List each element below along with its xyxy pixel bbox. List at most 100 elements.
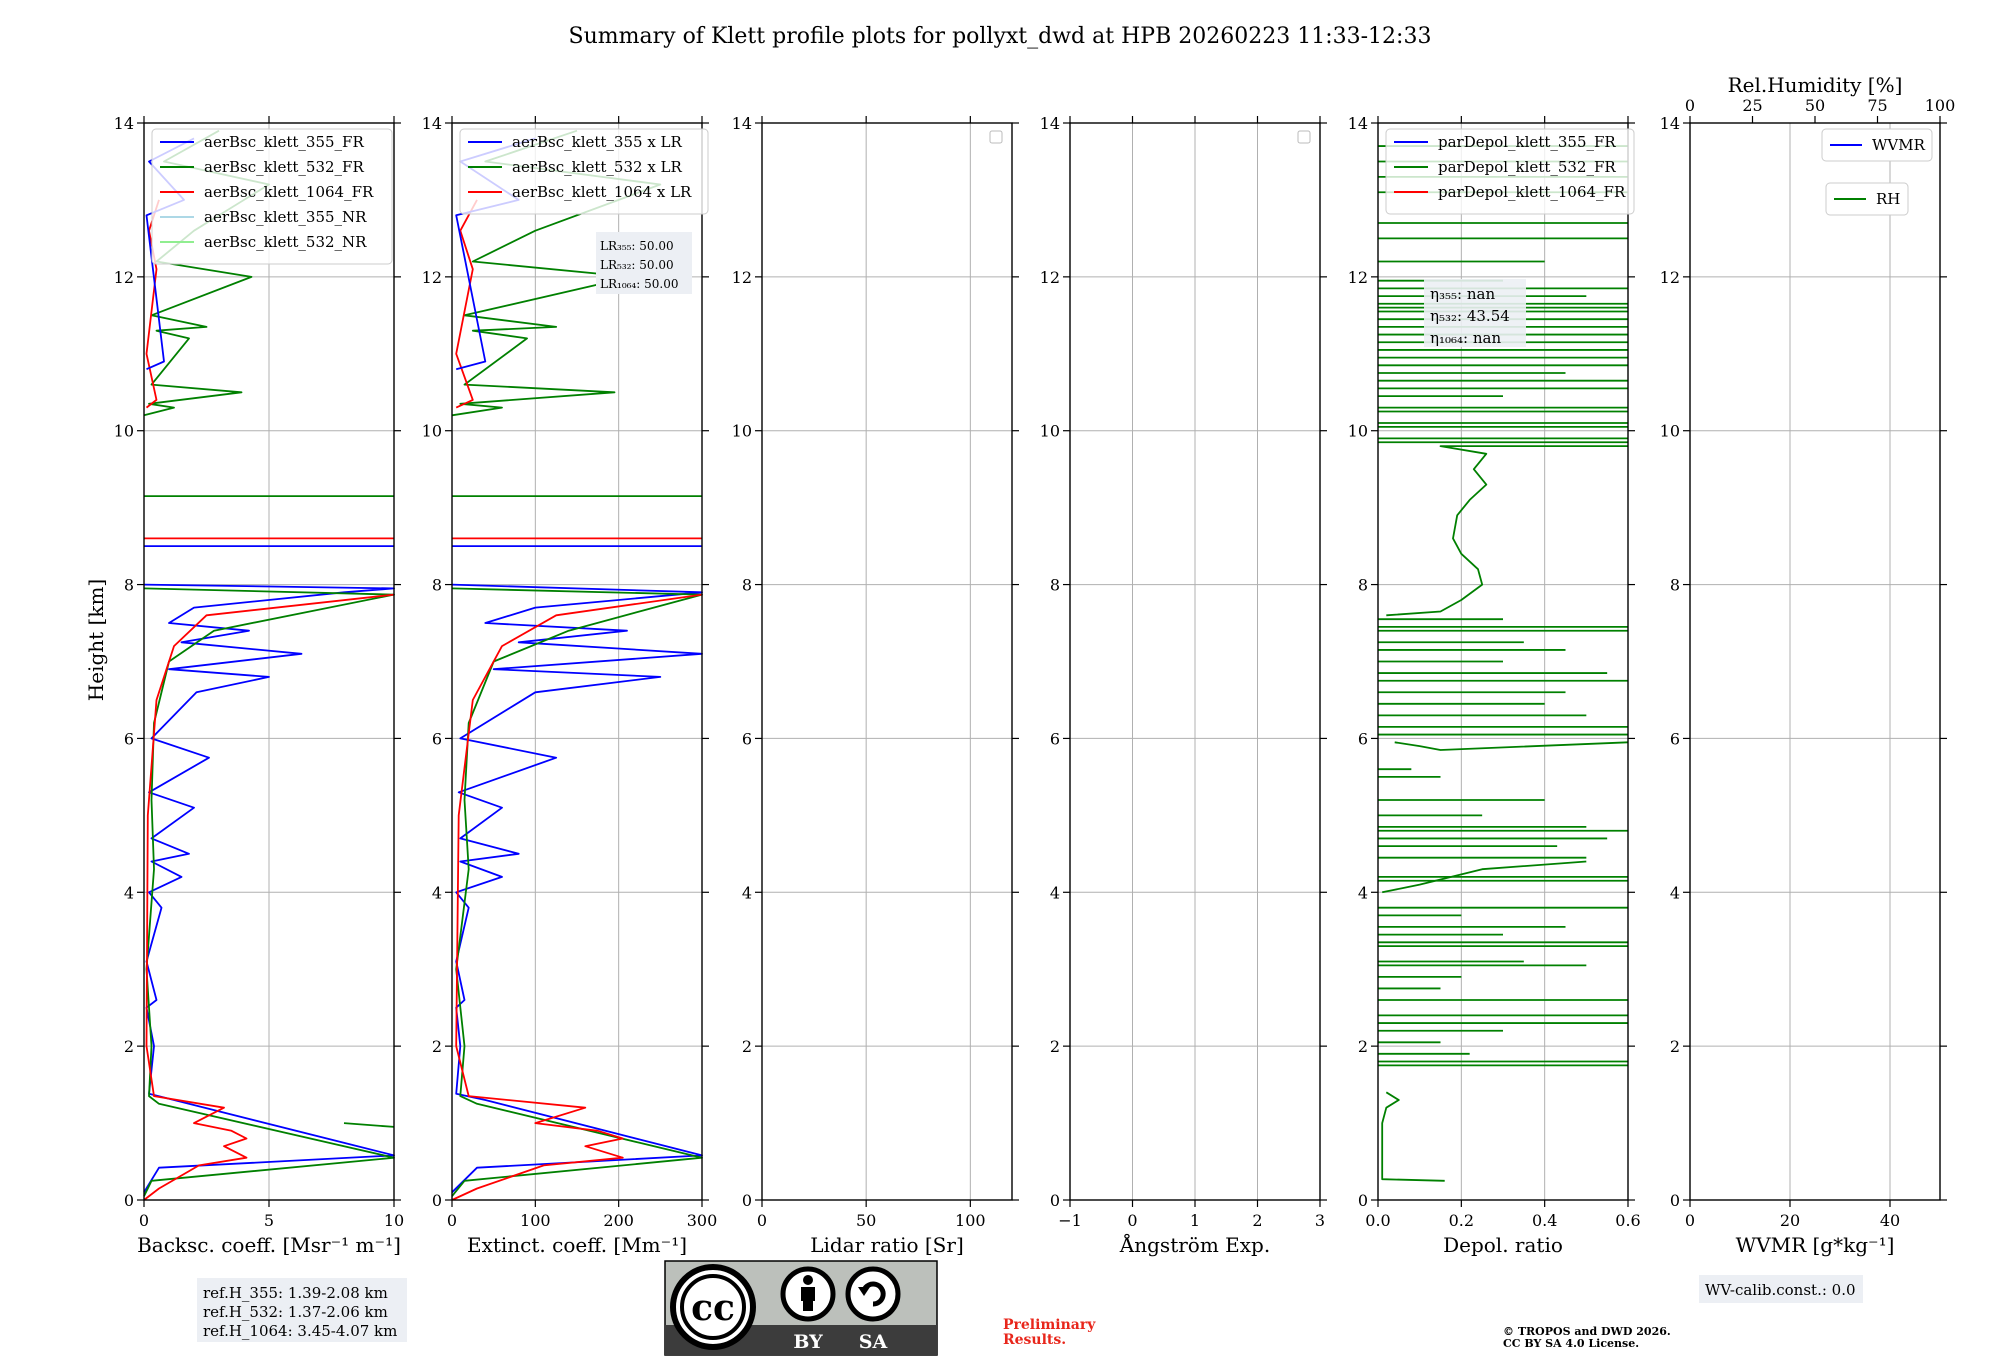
y-tick-label: 6 <box>432 729 442 748</box>
depol-calibration-value: η₅₃₂: 43.54 <box>1430 307 1510 325</box>
y-tick-label: 8 <box>1050 576 1060 595</box>
y-tick-label: 8 <box>742 576 752 595</box>
cc-by-sa-badge: cc BY SA <box>664 1260 938 1356</box>
series-line-aerBsc_klett_355_FR <box>143 583 395 1193</box>
y-tick-label: 14 <box>422 114 442 133</box>
y-tick-label: 12 <box>114 268 134 287</box>
x-tick-label: 100 <box>520 1211 551 1230</box>
y-tick-label: 0 <box>124 1191 134 1210</box>
y-tick-label: 6 <box>742 729 752 748</box>
x-axis-label: Extinct. coeff. [Mm⁻¹] <box>467 1233 687 1257</box>
legend: WVMR RH <box>1821 128 1933 216</box>
series-line-aerBsc_klett_532 x LR <box>451 587 703 1197</box>
x-tick-label: 0 <box>447 1211 457 1230</box>
y-tick-label: 8 <box>432 576 442 595</box>
badge-sa-label: SA <box>859 1331 888 1353</box>
legend-label: aerBsc_klett_355 x LR <box>512 133 683 151</box>
axes-frame <box>143 122 395 1201</box>
y-tick-label: 10 <box>114 422 134 441</box>
y-tick-label: 10 <box>422 422 442 441</box>
series-line-aerBsc_klett_1064_FR <box>143 593 395 1201</box>
x-tick-label: 0 <box>139 1211 149 1230</box>
x-tick-label: 10 <box>384 1211 404 1230</box>
copyright-line1: © TROPOS and DWD 2026. <box>1503 1325 1671 1338</box>
series-line-parDepol_klett_532_FR <box>1386 445 1628 617</box>
panel-extinction: 0 100 200 300 0 2 4 6 8 10 12 14 Extinct. coeff. [Mm… <box>422 114 718 1257</box>
y-tick-label: 4 <box>124 883 134 902</box>
y-tick-label: 12 <box>422 268 442 287</box>
legend-label: aerBsc_klett_532_FR <box>204 158 364 176</box>
y-tick-label: 0 <box>742 1191 752 1210</box>
x-tick-label: 1 <box>1190 1211 1200 1230</box>
y-tick-label: 12 <box>1660 268 1680 287</box>
y-tick-label: 2 <box>742 1037 752 1056</box>
y-tick-label: 6 <box>1050 729 1060 748</box>
x-tick-label: 50 <box>856 1211 876 1230</box>
annotation-bg <box>596 232 692 294</box>
panel-lidar_ratio: 0 50 100 0 2 4 6 8 10 12 14 Lidar ratio [Sr] <box>732 114 1019 1257</box>
top-x-tick-label: 50 <box>1805 96 1825 115</box>
x-tick-label: 3 <box>1315 1211 1325 1230</box>
depol-calibration-value: η₁₀₆₄: nan <box>1430 329 1501 347</box>
lidar-ratio-value: LR₁₀₆₄: 50.00 <box>600 277 678 291</box>
wv-calibration-box: WV-calib.const.: 0.0 <box>1699 1275 1863 1303</box>
x-axis-label: WVMR [g*kg⁻¹] <box>1736 1233 1895 1257</box>
legend-box <box>1385 128 1635 215</box>
panel-backscatter: 0 5 10 0 2 4 6 8 10 12 14 Backsc. coeff. [Msr⁻¹ m⁻¹… <box>114 114 405 1257</box>
axes-frame <box>1689 122 1941 1201</box>
legend-label: WVMR <box>1872 136 1926 154</box>
y-tick-label: 2 <box>1670 1037 1680 1056</box>
y-tick-label: 4 <box>742 883 752 902</box>
annotation-box: η₃₅₅: nan η₅₃₂: 43.54 η₁₀₆₄: nan <box>1424 279 1526 347</box>
copyright-line2: CC BY SA 4.0 License. <box>1503 1337 1639 1350</box>
legend-label: RH <box>1876 190 1900 208</box>
y-tick-label: 14 <box>114 114 134 133</box>
x-axis-label: Depol. ratio <box>1443 1233 1563 1257</box>
x-tick-label: 0.6 <box>1615 1211 1640 1230</box>
badge-by-label: BY <box>793 1331 823 1353</box>
y-tick-label: 2 <box>1050 1037 1060 1056</box>
x-tick-label: 0.0 <box>1365 1211 1390 1230</box>
empty-legend-box <box>989 130 1003 144</box>
legend-label: aerBsc_klett_532 x LR <box>512 158 683 176</box>
x-axis-label: Backsc. coeff. [Msr⁻¹ m⁻¹] <box>137 1233 401 1257</box>
y-tick-label: 12 <box>1040 268 1060 287</box>
depol-calibration-value: η₃₅₅: nan <box>1430 285 1495 303</box>
y-tick-label: 0 <box>1358 1191 1368 1210</box>
legend: aerBsc_klett_355 x LR aerBsc_klett_532 x … <box>459 128 709 215</box>
series-line-aerBsc_klett_1064 x LR <box>451 593 703 1201</box>
legend-label: aerBsc_klett_355_NR <box>204 208 367 226</box>
series-line-parDepol_klett_532_FR <box>1394 741 1629 751</box>
reference-heights-box: ref.H_355: 1.39-2.08 km ref.H_532: 1.37-… <box>197 1278 407 1342</box>
series-line-aerBsc_klett_355 x LR <box>451 583 703 1193</box>
x-tick-label: 0.2 <box>1449 1211 1474 1230</box>
legend-box <box>459 128 709 215</box>
legend: aerBsc_klett_355_FR aerBsc_klett_532_FRae… <box>151 128 393 265</box>
y-tick-label: 14 <box>1660 114 1680 133</box>
preliminary-results-line2: Results. <box>1003 1332 1066 1348</box>
legend-label: parDepol_klett_355_FR <box>1438 133 1616 151</box>
ref-height-1064: ref.H_1064: 3.45-4.07 km <box>203 1322 397 1340</box>
x-tick-label: 20 <box>1780 1211 1800 1230</box>
axes-frame <box>761 122 1013 1201</box>
y-tick-label: 6 <box>124 729 134 748</box>
y-tick-label: 10 <box>1660 422 1680 441</box>
axes-frame <box>1069 122 1321 1201</box>
y-tick-label: 2 <box>1358 1037 1368 1056</box>
top-x-tick-label: 0 <box>1685 96 1695 115</box>
y-tick-label: 8 <box>1358 576 1368 595</box>
y-tick-label: 8 <box>124 576 134 595</box>
y-tick-label: 8 <box>1670 576 1680 595</box>
y-tick-label: 14 <box>1348 114 1368 133</box>
preliminary-results-line1: Preliminary <box>1003 1317 1096 1333</box>
x-axis-label: Lidar ratio [Sr] <box>810 1233 964 1257</box>
series-line-aerBsc_klett_1064 x LR <box>455 199 478 409</box>
x-tick-label: 100 <box>955 1211 986 1230</box>
x-tick-label: 5 <box>264 1211 274 1230</box>
panel-wvmr: 0 20 40 0 2 4 6 8 10 12 14 WVMR [g*kg⁻¹] 0 25 50 75 100 R… <box>1660 73 1956 1257</box>
series-line-aerBsc_klett_532_FR <box>143 587 395 1197</box>
x-axis-label: Ångström Exp. <box>1119 1232 1270 1257</box>
legend-label: parDepol_klett_1064_FR <box>1438 183 1626 201</box>
